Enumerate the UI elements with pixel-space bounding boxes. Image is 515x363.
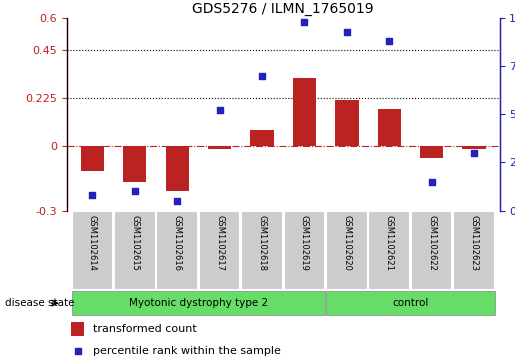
Text: GSM1102618: GSM1102618 bbox=[258, 215, 267, 270]
Point bbox=[427, 179, 436, 184]
Bar bbox=[293, 78, 316, 146]
Bar bbox=[241, 211, 283, 290]
Bar bbox=[165, 146, 189, 191]
Bar bbox=[420, 146, 443, 158]
Text: control: control bbox=[392, 298, 428, 308]
Bar bbox=[462, 146, 486, 148]
Text: GSM1102614: GSM1102614 bbox=[88, 215, 97, 270]
Bar bbox=[250, 130, 273, 146]
Bar bbox=[208, 146, 231, 148]
Bar bbox=[284, 211, 325, 290]
Bar bbox=[369, 211, 410, 290]
Text: GSM1102620: GSM1102620 bbox=[342, 215, 351, 270]
Title: GDS5276 / ILMN_1765019: GDS5276 / ILMN_1765019 bbox=[193, 2, 374, 16]
Bar bbox=[199, 211, 241, 290]
Text: GSM1102621: GSM1102621 bbox=[385, 215, 394, 270]
Point bbox=[74, 348, 82, 354]
Text: GSM1102615: GSM1102615 bbox=[130, 215, 140, 270]
Point bbox=[215, 107, 224, 113]
Text: transformed count: transformed count bbox=[93, 324, 197, 334]
Bar bbox=[72, 291, 325, 315]
Point bbox=[258, 73, 266, 79]
Text: GSM1102623: GSM1102623 bbox=[470, 215, 478, 270]
Bar bbox=[157, 211, 198, 290]
Bar bbox=[335, 101, 358, 146]
Text: GSM1102617: GSM1102617 bbox=[215, 215, 224, 270]
Point bbox=[173, 198, 181, 204]
Bar bbox=[71, 322, 84, 336]
Bar bbox=[411, 211, 453, 290]
Point bbox=[470, 150, 478, 156]
Point bbox=[385, 38, 393, 44]
Bar bbox=[453, 211, 495, 290]
Point bbox=[343, 29, 351, 34]
Bar bbox=[377, 109, 401, 146]
Text: GSM1102616: GSM1102616 bbox=[173, 215, 182, 270]
Bar bbox=[123, 146, 146, 182]
Text: GSM1102619: GSM1102619 bbox=[300, 215, 309, 270]
Bar bbox=[81, 146, 104, 171]
Point bbox=[88, 192, 96, 198]
Point bbox=[300, 19, 308, 25]
Text: GSM1102622: GSM1102622 bbox=[427, 215, 436, 270]
Point bbox=[131, 188, 139, 194]
Text: disease state: disease state bbox=[5, 298, 75, 308]
Bar bbox=[114, 211, 156, 290]
Text: Myotonic dystrophy type 2: Myotonic dystrophy type 2 bbox=[129, 298, 268, 308]
Bar bbox=[326, 211, 368, 290]
Bar bbox=[326, 291, 495, 315]
Bar bbox=[72, 211, 113, 290]
Text: percentile rank within the sample: percentile rank within the sample bbox=[93, 346, 281, 356]
